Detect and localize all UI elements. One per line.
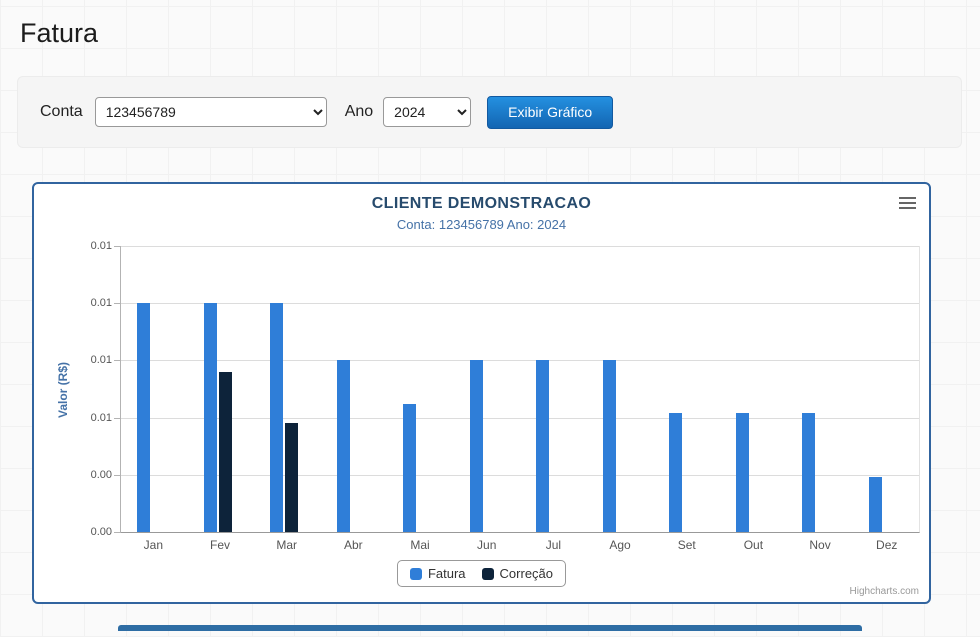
exibir-grafico-button[interactable]: Exibir Gráfico [487, 95, 614, 129]
x-tick-label-abr: Abr [344, 538, 363, 552]
highcharts-credit[interactable]: Highcharts.com [849, 586, 919, 597]
bar-correo-fev[interactable] [218, 371, 232, 532]
hamburger-icon [899, 207, 916, 209]
y-axis-tick [114, 246, 121, 247]
bar-fatura-ago[interactable] [602, 360, 616, 532]
gridline [121, 360, 919, 362]
bar-correo-mar[interactable] [285, 423, 299, 532]
bar-fatura-nov[interactable] [802, 413, 816, 532]
category-slot-jan [121, 246, 188, 532]
x-tick-label-jul: Jul [545, 538, 562, 552]
category-slot-out [720, 246, 787, 532]
x-tick-label-jun: Jun [477, 538, 497, 552]
conta-select[interactable]: 123456789 [94, 97, 327, 127]
y-tick-label: 0.01 [90, 240, 112, 252]
y-axis-tick [114, 360, 121, 362]
legend-label-correo: Correção [499, 566, 554, 581]
gridline [121, 417, 919, 419]
bar-fatura-out[interactable] [735, 413, 749, 532]
y-axis-tick [114, 474, 121, 476]
legend-label-fatura: Fatura [427, 566, 466, 581]
bar-fatura-abr[interactable] [336, 360, 350, 532]
category-slot-set [653, 246, 720, 532]
x-tick-label-fev: Fev [210, 538, 231, 552]
x-axis-labels: Jan Fev Mar Abr Mai Jun Jul Ago Set Out Nov Dez [120, 538, 920, 552]
category-slot-jul [520, 246, 587, 532]
chart-context-menu-button[interactable] [899, 197, 916, 212]
hamburger-icon [899, 202, 916, 204]
hamburger-icon [899, 197, 916, 199]
conta-label: Conta [40, 103, 83, 120]
bar-fatura-mar[interactable] [270, 303, 284, 532]
plot-area [114, 246, 920, 533]
chart-subtitle: Conta: 123456789 Ano: 2024 [396, 217, 567, 232]
y-tick-label: 0.00 [90, 468, 112, 481]
category-slot-mar [254, 246, 321, 532]
bar-fatura-set[interactable] [669, 413, 683, 532]
gridline [121, 474, 919, 476]
x-tick-label-nov: Nov [809, 538, 831, 552]
bar-fatura-jul[interactable] [536, 360, 550, 532]
category-slot-mai [387, 246, 454, 532]
category-slot-jun [454, 246, 521, 532]
legend-item-fatura[interactable]: Fatura [409, 566, 466, 581]
y-tick-label: 0.00 [90, 526, 112, 538]
bar-fatura-jan[interactable] [137, 303, 151, 532]
x-tick-label-jan: Jan [143, 538, 164, 552]
x-tick-label-ago: Ago [609, 538, 631, 552]
bar-fatura-mai[interactable] [403, 403, 417, 532]
chart-panel: CLIENTE DEMONSTRACAO Conta: 123456789 An… [32, 182, 931, 604]
gridline [121, 303, 919, 305]
legend-swatch-fatura [409, 567, 422, 580]
x-tick-label-set: Set [677, 538, 696, 552]
category-slot-dez [853, 246, 920, 532]
y-axis-tick [114, 303, 121, 305]
ano-select[interactable]: 2024 [383, 97, 472, 127]
filter-panel: Conta 123456789 Ano 2024 Exibir Gráfico [17, 76, 962, 148]
bar-fatura-jun[interactable] [469, 360, 483, 532]
category-slot-abr [321, 246, 388, 532]
y-tick-label: 0.01 [90, 411, 112, 424]
legend: Fatura Correção [34, 560, 929, 587]
category-slot-ago [587, 246, 654, 532]
x-tick-label-mai: Mai [410, 538, 430, 552]
category-slot-fev [188, 246, 255, 532]
legend-box: Fatura Correção [396, 560, 567, 587]
page-title: Fatura [20, 18, 99, 48]
y-tick-label: 0.01 [90, 354, 112, 367]
bar-slots [121, 246, 919, 532]
y-axis-tick [114, 532, 121, 533]
y-axis-labels: 0.01 0.01 0.01 0.01 0.00 0.00 [62, 240, 112, 538]
category-slot-nov [786, 246, 853, 532]
legend-swatch-correo [481, 567, 494, 580]
bar-fatura-fev[interactable] [203, 303, 217, 532]
footer-bar [118, 625, 862, 631]
x-tick-label-dez: Dez [876, 538, 898, 552]
y-tick-label: 0.01 [90, 297, 112, 310]
gridline [121, 246, 919, 247]
x-tick-label-mar: Mar [276, 538, 298, 552]
y-axis-tick [114, 417, 121, 419]
x-tick-label-out: Out [743, 538, 764, 552]
bar-fatura-dez[interactable] [868, 477, 882, 532]
legend-item-correo[interactable]: Correção [481, 566, 554, 581]
ano-label: Ano [344, 103, 374, 120]
chart-title: CLIENTE DEMONSTRACAO [371, 195, 592, 212]
